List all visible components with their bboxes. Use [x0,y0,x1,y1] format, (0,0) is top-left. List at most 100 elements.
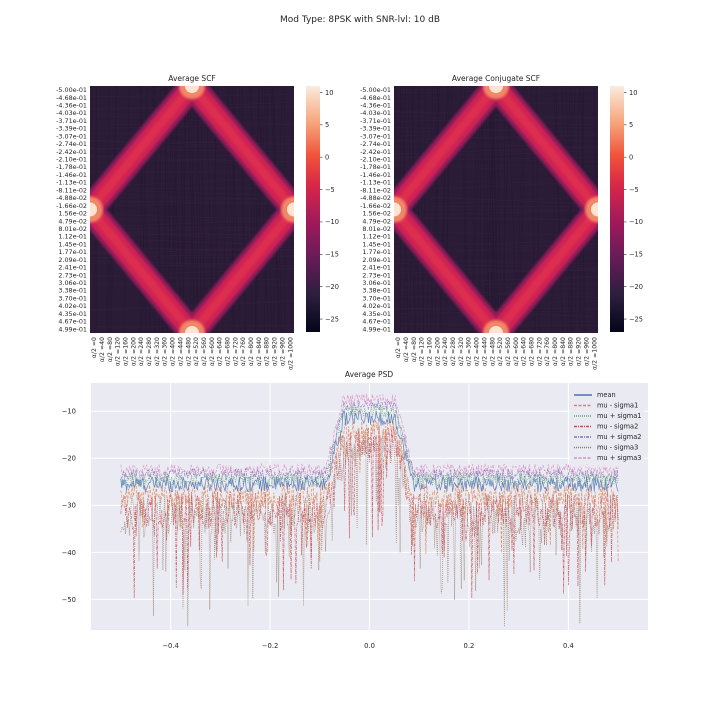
colorbar-tick-label: 5 [629,121,633,129]
heatmap-x-tick-label: α/2 =880 [264,337,271,366]
heatmap-x-tick-label: α/2 =720 [232,337,239,366]
heatmap-y-tick-label: -2.74e-01 [360,140,391,148]
heatmap-y-tick-label: 4.79e-02 [362,217,391,225]
heatmap-y-tick-label: -4.03e-01 [360,109,391,117]
heatmap-texture-line [90,284,294,286]
heatmap-conjugate-scf-y-ticks: -5.00e-01-4.68e-01-4.36e-01-4.03e-01-3.7… [360,86,391,333]
heatmap-diamond-band [90,86,294,333]
heatmap-texture-line [106,86,118,333]
heatmap-texture-line [394,196,598,206]
diamond-peak [489,326,503,333]
heatmap-x-tick-label: α/2 =760 [544,337,551,366]
heatmap-y-tick-label: 2.09e-01 [362,256,391,264]
heatmap-x-tick-label: α/2 =520 [193,337,200,366]
heatmap-x-tick-label: α/2 =400 [474,337,481,366]
heatmap-texture-line [90,123,294,129]
heatmap-texture-line [429,86,440,333]
psd-y-tick-label: −30 [62,502,76,510]
heatmap-y-tick-label: 3.70e-01 [362,294,391,302]
heatmap-texture-line [409,86,415,333]
diamond-peak [90,202,97,217]
heatmap-texture-line [423,86,426,333]
heatmap-texture-line [394,133,598,140]
heatmap-texture-line [254,86,259,333]
heatmap-texture-line [568,86,574,333]
heatmap-x-tick-label: α/2 =120 [419,337,426,366]
heatmap-y-tick-label: -5.00e-01 [360,86,391,94]
heatmap-y-tick-label: 4.67e-01 [58,318,87,326]
diamond-peak [489,86,503,93]
heatmap-x-tick-label: α/2 =320 [154,337,161,366]
heatmap-texture-line [90,299,294,311]
heatmap-texture-line [90,196,294,205]
heatmap-texture-line [258,86,269,333]
diamond-core-band [394,86,598,333]
colorbar-tick-label: 10 [325,89,333,97]
colorbar-tick-label: −15 [325,251,339,259]
heatmap-y-tick-label: 1.56e-02 [362,210,391,218]
heatmap-texture-line [426,86,433,333]
colorbar-tick-label: 5 [325,121,329,129]
heatmap-x-tick-label: α/2 =40 [99,337,106,362]
heatmap-scf-image [90,86,294,333]
psd-series-mean [120,410,619,493]
colorbar-tick-label: −15 [629,251,643,259]
heatmap-x-tick-label: α/2 =40 [403,337,410,362]
psd-legend-label: mu - sigma1 [597,402,638,410]
psd-legend-box [570,388,644,468]
psd-chart: −0.4 −0.2 0.0 0.2 0.4 −10 −20 −30 −40 −50 Average… [62,370,648,650]
heatmap-texture-line [90,200,294,205]
heatmap-texture-line [412,86,416,333]
heatmap-texture-line [90,213,294,221]
psd-legend-label: mean [597,391,616,399]
colorbar-tick-label: −25 [325,315,339,323]
heatmap-texture-line [394,126,598,133]
heatmap-y-tick-label: 8.01e-02 [362,225,391,233]
psd-x-tick-label: 0.2 [464,642,475,650]
heatmap-texture-line [189,86,195,333]
heatmap-y-tick-label: 4.99e-01 [58,325,87,333]
psd-legend-label: mu - sigma2 [597,423,638,431]
heatmap-y-tick-label: -1.78e-01 [56,163,87,171]
heatmap-texture-line [90,189,294,197]
heatmap-y-tick-label: -3.07e-01 [56,132,87,140]
heatmap-texture-line [90,122,294,126]
heatmap-x-tick-label: α/2 =920 [576,337,583,366]
colorbar-tick-label: −5 [325,186,335,194]
heatmap-texture-line [196,86,198,333]
diamond-core-band [90,86,294,333]
colorbar-tick-label: −20 [325,283,339,291]
heatmap-texture-line [394,275,598,286]
heatmap-y-tick-label: 4.67e-01 [362,318,391,326]
heatmap-x-tick-label: α/2 =1000 [591,337,598,370]
heatmap-texture-line [480,86,491,333]
heatmap-texture-line [272,86,279,333]
heatmap-texture-line [187,86,196,333]
psd-ticks: −0.4 −0.2 0.0 0.2 0.4 −10 −20 −30 −40 −50 [62,408,574,650]
heatmap-conjugate-scf-colorbar: 10 5 0 −5 −10 −15 −20 −25 [610,86,643,332]
heatmap-texture-line [482,86,486,333]
heatmap-texture-line [503,86,506,333]
heatmap-y-tick-label: -8.11e-02 [56,186,87,194]
heatmap-texture-line [431,86,441,333]
diamond-peak [185,86,199,93]
heatmap-conjugate-scf-image [394,86,598,333]
heatmap-texture-line [394,134,598,142]
heatmap-x-tick-label: α/2 =240 [138,337,145,366]
heatmap-x-tick-label: α/2 =320 [458,337,465,366]
heatmap-texture-line [394,281,598,286]
heatmap-texture-line [488,86,493,333]
heatmap-texture-line [492,86,500,333]
diamond-peak [287,202,294,217]
heatmap-texture-line [90,139,294,149]
heatmap-texture-line [491,86,494,333]
heatmap-texture-line [265,86,273,333]
heatmap-x-tick-label: α/2 =440 [481,337,488,366]
heatmap-x-tick-label: α/2 =640 [217,337,224,366]
psd-x-tick-label: −0.4 [162,642,179,650]
heatmap-texture-line [410,86,420,333]
heatmap-y-tick-label: 4.02e-01 [362,302,391,310]
heatmap-texture-line [123,86,130,333]
heatmap-texture-line [250,86,258,333]
